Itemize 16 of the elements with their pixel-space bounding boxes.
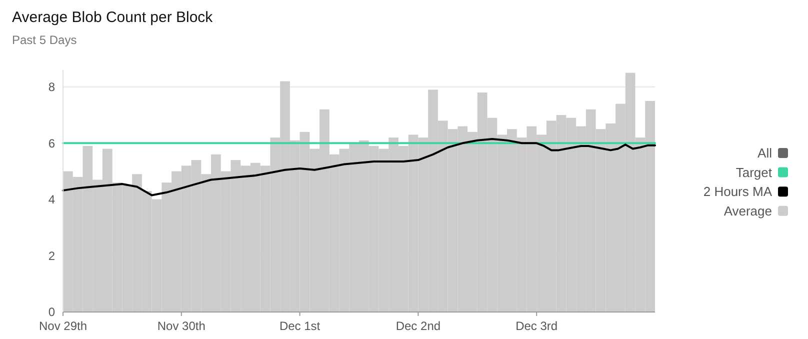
legend-label: Target xyxy=(736,164,772,180)
legend-label: Average xyxy=(724,203,772,218)
x-tick-label: Dec 2nd xyxy=(396,319,441,333)
legend-label: 2 Hours MA xyxy=(703,184,772,200)
y-tick-label: 6 xyxy=(48,136,56,150)
x-tick-label: Nov 29th xyxy=(38,319,88,333)
chart-title: Average Blob Count per Block xyxy=(12,9,214,26)
x-tick-label: Dec 1st xyxy=(279,319,321,333)
x-tick-label: Dec 3rd xyxy=(516,319,558,333)
y-tick-label: 0 xyxy=(48,305,56,320)
chart-subtitle: Past 5 Days xyxy=(12,33,77,47)
legend-label: All xyxy=(758,146,772,161)
y-tick-label: 4 xyxy=(48,192,56,207)
x-tick-label: Nov 30th xyxy=(157,319,206,333)
y-tick-label: 2 xyxy=(48,248,56,263)
y-tick-label: 8 xyxy=(48,80,56,94)
